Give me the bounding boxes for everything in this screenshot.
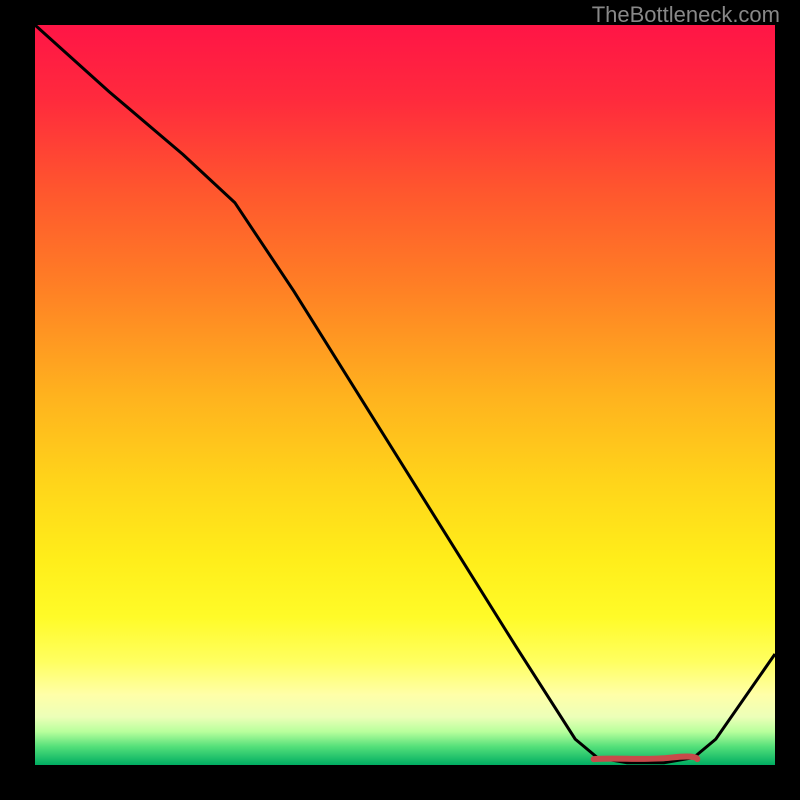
- bottleneck-curve: [35, 25, 775, 765]
- chart-container: { "canvas": { "width": 800, "height": 80…: [0, 0, 800, 800]
- curve-line: [35, 25, 775, 763]
- plot-area: [35, 25, 775, 765]
- watermark-text: TheBottleneck.com: [592, 2, 780, 28]
- optimal-range-marker: [594, 757, 698, 760]
